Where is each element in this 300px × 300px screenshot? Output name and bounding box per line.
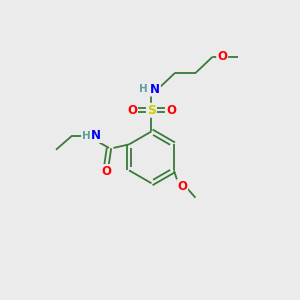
Text: O: O	[127, 104, 137, 117]
Text: N: N	[91, 129, 101, 142]
Text: O: O	[177, 180, 187, 193]
Text: H: H	[139, 84, 148, 94]
Text: O: O	[217, 50, 227, 63]
Text: O: O	[166, 104, 176, 117]
Text: S: S	[147, 104, 156, 117]
Text: N: N	[150, 82, 160, 95]
Text: O: O	[101, 165, 111, 178]
Text: H: H	[82, 130, 91, 141]
